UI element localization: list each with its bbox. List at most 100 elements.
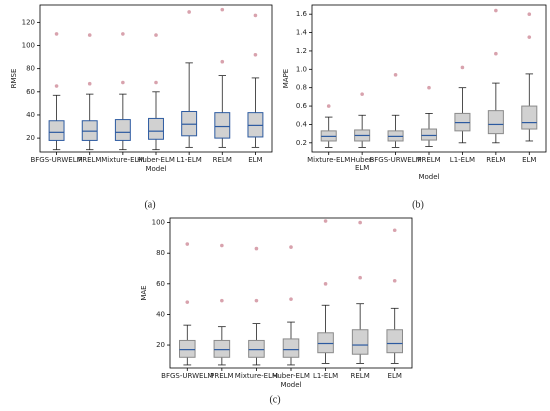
- outlier: [253, 52, 258, 57]
- box: [214, 112, 231, 139]
- box: [213, 339, 231, 358]
- x-tick-label: ELM: [248, 156, 262, 164]
- y-tick-label: 120: [22, 18, 35, 26]
- x-tick-label: ELM: [522, 156, 536, 164]
- outlier: [358, 275, 362, 280]
- outlier: [360, 92, 364, 96]
- y-tick-label: 1.4: [296, 29, 308, 37]
- x-tick-label: L1-ELM: [450, 156, 475, 164]
- y-axis-label: RMSE: [10, 69, 18, 89]
- x-tick-label: RELM: [486, 156, 505, 164]
- x-axis-label: Model: [280, 381, 301, 389]
- y-tick-label: 0.4: [296, 120, 308, 128]
- outlier: [494, 51, 498, 56]
- outlier: [187, 10, 191, 14]
- x-axis-label: Model: [145, 165, 166, 173]
- y-tick-label: 60: [26, 88, 35, 96]
- outlier: [121, 32, 125, 36]
- outlier: [185, 242, 190, 246]
- x-tick-label: ELM: [388, 372, 402, 380]
- y-axis-label: MAE: [140, 285, 148, 300]
- box: [351, 329, 369, 355]
- outlier: [326, 104, 331, 108]
- outlier: [154, 33, 158, 37]
- x-axis-label: Model: [418, 173, 439, 181]
- caption: (b): [412, 199, 424, 210]
- outlier: [220, 243, 224, 248]
- box: [179, 339, 196, 358]
- y-tick-label: 0.6: [296, 102, 308, 110]
- outlier: [427, 85, 431, 90]
- box: [420, 128, 438, 141]
- outlier: [460, 65, 465, 70]
- y-tick-label: 1.6: [296, 10, 308, 18]
- y-tick-label: 80: [26, 65, 35, 73]
- x-tick-label: RELM: [351, 372, 370, 380]
- outlier: [358, 220, 362, 225]
- outlier: [220, 7, 225, 12]
- x-tick-label: BFGS-URWELM: [369, 156, 421, 164]
- outlier: [254, 246, 259, 251]
- outlier: [323, 219, 328, 223]
- y-tick-label: 100: [22, 42, 35, 50]
- outlier: [220, 59, 225, 64]
- y-tick-label: 100: [152, 219, 165, 227]
- box: [48, 120, 65, 141]
- x-tick-label: Huber-ELM: [272, 372, 310, 380]
- y-tick-label: 0.8: [296, 84, 307, 92]
- y-tick-label: 1.2: [296, 47, 307, 55]
- y-axis-label: MAPE: [282, 69, 290, 88]
- y-tick-label: 40: [156, 310, 165, 318]
- outlier: [220, 298, 224, 303]
- x-tick-label: L1-ELM: [313, 372, 338, 380]
- box: [282, 338, 300, 358]
- outlier: [54, 84, 59, 88]
- box: [114, 119, 131, 141]
- y-tick-label: 80: [156, 249, 165, 257]
- x-tick-label: Huber-ELM: [350, 156, 374, 172]
- outlier: [527, 12, 532, 16]
- x-tick-label: BFGS-URWELM: [161, 372, 213, 380]
- x-tick-label: PRELM: [417, 156, 440, 164]
- x-tick-label: Mixture-ELM: [307, 156, 350, 164]
- outlier: [392, 278, 397, 283]
- y-tick-label: 0.2: [296, 139, 307, 147]
- outlier: [254, 298, 259, 303]
- box: [386, 329, 403, 354]
- outlier: [253, 13, 258, 18]
- outlier: [289, 297, 293, 301]
- outlier: [527, 35, 532, 39]
- caption: (c): [269, 394, 280, 405]
- outlier: [54, 32, 59, 36]
- x-tick-label: L1-ELM: [177, 156, 202, 164]
- box: [248, 339, 265, 358]
- y-tick-label: 1.0: [296, 65, 307, 73]
- outlier: [392, 228, 397, 233]
- outlier: [87, 81, 92, 86]
- x-tick-label: Mixture-ELM: [235, 372, 278, 380]
- box: [317, 332, 334, 354]
- box: [148, 117, 164, 140]
- y-tick-label: 20: [26, 134, 35, 142]
- box: [487, 110, 504, 135]
- x-tick-label: BFGS-URWELM: [30, 156, 82, 164]
- outlier: [289, 245, 293, 249]
- outlier: [121, 80, 125, 85]
- caption: (a): [144, 199, 155, 210]
- outlier: [323, 282, 328, 286]
- outlier: [154, 80, 158, 85]
- y-tick-label: 40: [26, 111, 35, 119]
- outlier: [185, 300, 190, 304]
- y-tick-label: 20: [156, 341, 165, 349]
- outlier: [494, 8, 498, 13]
- outlier: [393, 73, 398, 77]
- y-tick-label: 60: [156, 280, 165, 288]
- x-tick-label: PRELM: [78, 156, 101, 164]
- x-tick-label: RELM: [213, 156, 232, 164]
- x-tick-label: Mixture-ELM: [101, 156, 144, 164]
- box: [521, 105, 538, 130]
- outlier: [87, 33, 92, 37]
- x-tick-label: Huber-ELM: [137, 156, 175, 164]
- x-tick-label: PRELM: [210, 372, 233, 380]
